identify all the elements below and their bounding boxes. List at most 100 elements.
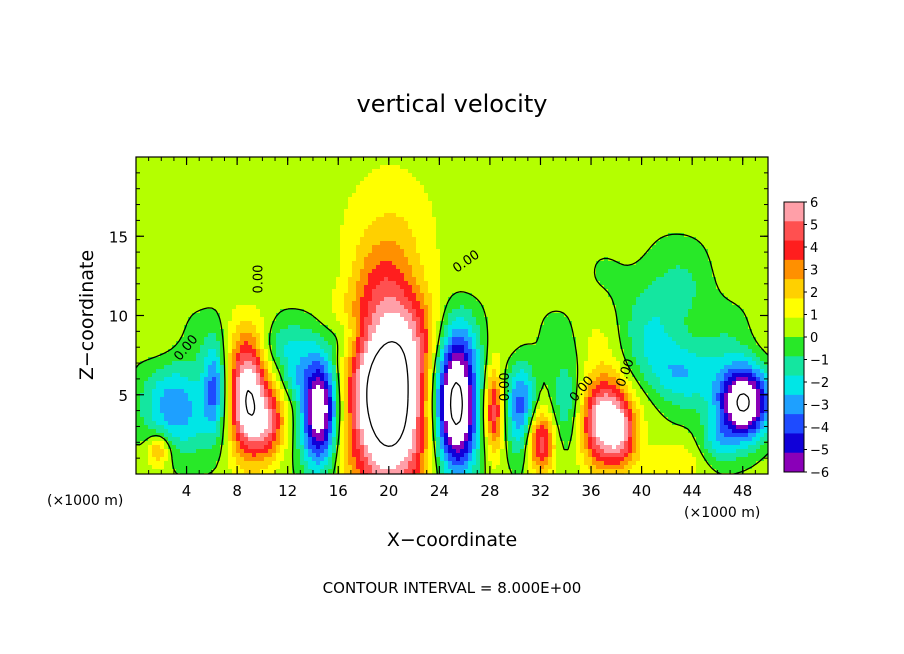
heatmap-cell [588, 277, 593, 282]
heatmap-cell [436, 233, 441, 238]
heatmap-cell [652, 229, 657, 234]
heatmap-cell [340, 205, 345, 210]
heatmap-cell [460, 273, 465, 278]
heatmap-cell [268, 241, 273, 246]
heatmap-cell [360, 165, 365, 170]
heatmap-cell [596, 185, 601, 190]
heatmap-cell [588, 237, 593, 242]
heatmap-cell [272, 249, 277, 254]
heatmap-cell [452, 269, 457, 274]
heatmap-cell [632, 177, 637, 182]
heatmap-cell [316, 157, 321, 162]
heatmap-cell [372, 221, 377, 226]
heatmap-cell [296, 277, 301, 282]
heatmap-cell [268, 209, 273, 214]
heatmap-cell [328, 273, 333, 278]
heatmap-cell [404, 257, 409, 262]
heatmap-cell [732, 157, 737, 162]
heatmap-cell [600, 265, 605, 270]
heatmap-cell [516, 165, 521, 170]
heatmap-cell [680, 161, 685, 166]
heatmap-cell [524, 177, 529, 182]
heatmap-cell [632, 193, 637, 198]
heatmap-cell [352, 245, 357, 250]
heatmap-cell [588, 269, 593, 274]
heatmap-cell [608, 165, 613, 170]
heatmap-cell [360, 181, 365, 186]
heatmap-cell [144, 253, 149, 258]
heatmap-cell [160, 209, 165, 214]
heatmap-cell [296, 237, 301, 242]
heatmap-cell [376, 245, 381, 250]
heatmap-cell [524, 269, 529, 274]
heatmap-cell [416, 189, 421, 194]
heatmap-cell [676, 209, 681, 214]
heatmap-cell [464, 157, 469, 162]
heatmap-cell [320, 169, 325, 174]
heatmap-cell [448, 233, 453, 238]
heatmap-cell [220, 229, 225, 234]
heatmap-cell [652, 201, 657, 206]
heatmap-cell [160, 221, 165, 226]
heatmap-cell [496, 185, 501, 190]
heatmap-cell [640, 221, 645, 226]
heatmap-cell [696, 197, 701, 202]
heatmap-cell [424, 277, 429, 282]
heatmap-cell [364, 237, 369, 242]
heatmap-cell [420, 281, 425, 286]
heatmap-cell [388, 269, 393, 274]
heatmap-cell [564, 197, 569, 202]
heatmap-cell [624, 157, 629, 162]
heatmap-cell [588, 209, 593, 214]
heatmap-cell [180, 281, 185, 286]
heatmap-cell [668, 273, 673, 278]
heatmap-cell [420, 173, 425, 178]
heatmap-cell [224, 225, 229, 230]
heatmap-cell [756, 253, 761, 258]
heatmap-cell [632, 277, 637, 282]
heatmap-cell [340, 201, 345, 206]
heatmap-cell [644, 205, 649, 210]
heatmap-cell [296, 269, 301, 274]
heatmap-cell [584, 169, 589, 174]
heatmap-cell [140, 213, 145, 218]
heatmap-cell [460, 181, 465, 186]
heatmap-cell [348, 281, 353, 286]
heatmap-cell [612, 229, 617, 234]
heatmap-cell [652, 193, 657, 198]
heatmap-cell [660, 169, 665, 174]
heatmap-cell [164, 169, 169, 174]
heatmap-cell [196, 189, 201, 194]
heatmap-cell [716, 273, 721, 278]
heatmap-cell [216, 253, 221, 258]
heatmap-cell [292, 157, 297, 162]
heatmap-cell [328, 277, 333, 282]
heatmap-cell [188, 189, 193, 194]
heatmap-cell [708, 205, 713, 210]
heatmap-cell [280, 237, 285, 242]
heatmap-cell [404, 229, 409, 234]
heatmap-cell [284, 193, 289, 198]
heatmap-cell [448, 185, 453, 190]
heatmap-cell [264, 205, 269, 210]
heatmap-cell [716, 205, 721, 210]
heatmap-cell [224, 165, 229, 170]
heatmap-cell [712, 257, 717, 262]
heatmap-cell [756, 229, 761, 234]
heatmap-cell [388, 181, 393, 186]
heatmap-cell [480, 161, 485, 166]
heatmap-cell [620, 269, 625, 274]
heatmap-cell [332, 221, 337, 226]
heatmap-cell [716, 157, 721, 162]
heatmap-cell [140, 253, 145, 258]
heatmap-cell [644, 181, 649, 186]
heatmap-cell [236, 213, 241, 218]
heatmap-cell [476, 161, 481, 166]
heatmap-cell [472, 245, 477, 250]
heatmap-cell [164, 249, 169, 254]
heatmap-cell [548, 201, 553, 206]
heatmap-cell [252, 233, 257, 238]
heatmap-cell [740, 261, 745, 266]
heatmap-cell [192, 205, 197, 210]
heatmap-cell [688, 237, 693, 242]
